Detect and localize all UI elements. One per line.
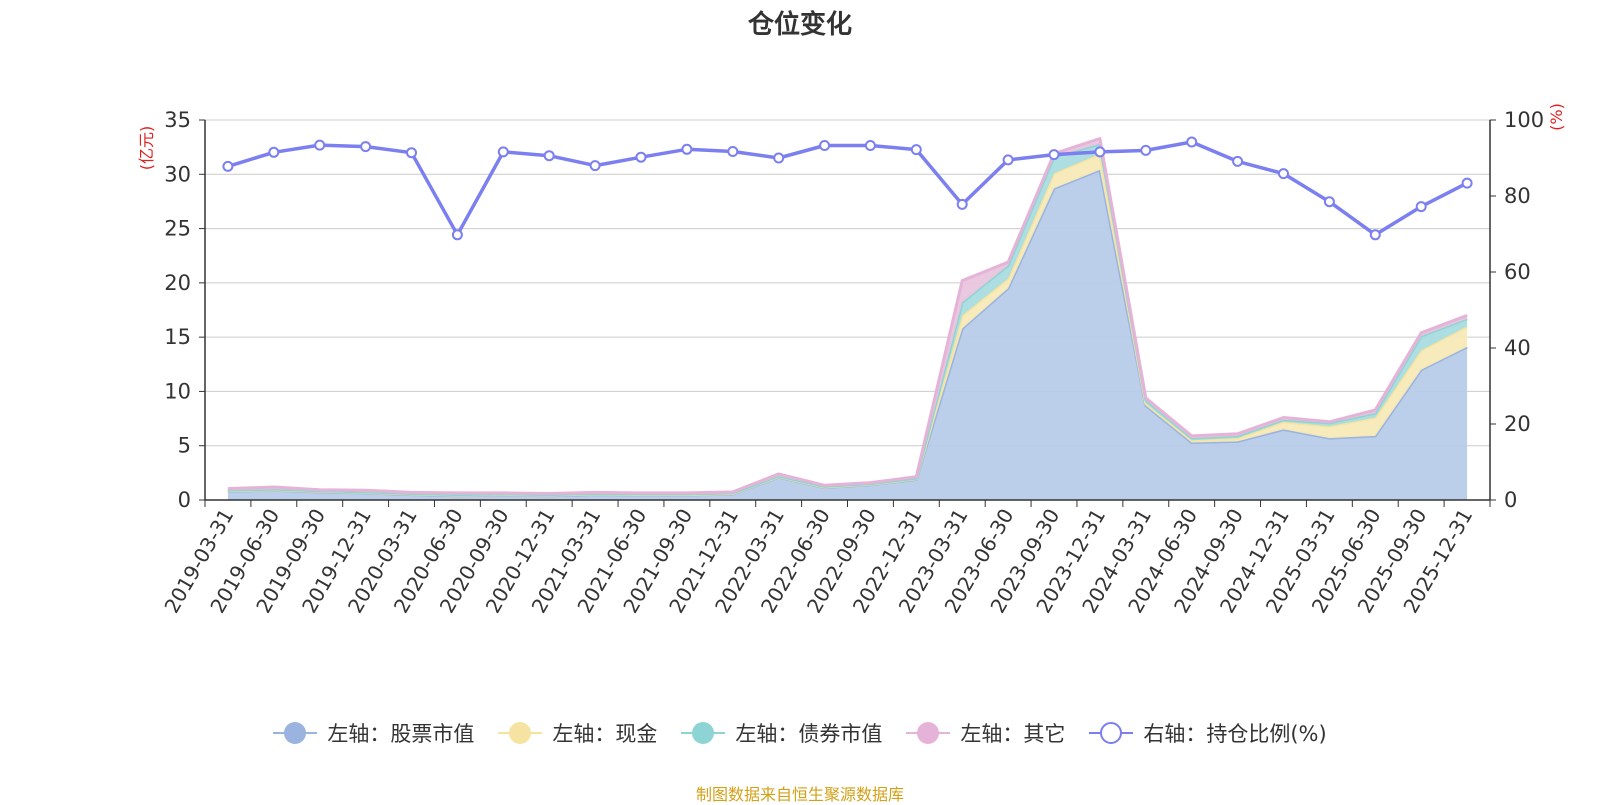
- right-axis-tick-label: 60: [1504, 260, 1531, 284]
- area-series-edge-3: [227, 137, 1468, 495]
- ratio-point: [727, 146, 739, 157]
- left-axis-unit: (亿元): [137, 126, 156, 171]
- left-axis-tick-label: 20: [164, 271, 191, 295]
- ratio-point: [1002, 154, 1014, 166]
- left-axis-tick-label: 35: [164, 108, 191, 132]
- area-layer: [227, 137, 1468, 500]
- ratio-point: [589, 160, 601, 172]
- ratio-point: [773, 152, 785, 164]
- left-axis-tick-label: 10: [164, 379, 191, 403]
- ratio-point: [910, 144, 922, 156]
- left-axis-tick-label: 25: [164, 217, 191, 241]
- ratio-point: [1369, 229, 1381, 241]
- legend-marker-icon: [1089, 721, 1134, 745]
- legend-label: 左轴：现金: [552, 722, 658, 746]
- legend-marker-icon: [906, 721, 951, 745]
- ratio-point: [1461, 177, 1473, 189]
- legend-item[interactable]: 右轴：持仓比例(%): [1089, 718, 1327, 748]
- ratio-point: [864, 140, 876, 151]
- legend-item[interactable]: 左轴：债券市值: [681, 718, 882, 748]
- ratio-point: [406, 147, 417, 159]
- ratio-point: [1278, 168, 1289, 180]
- line-layer: [222, 136, 1473, 241]
- chart-title: 仓位变化: [747, 10, 852, 40]
- axis-layer: 051015202530350204060801002019-03-312019…: [137, 103, 1566, 617]
- legend-label: 右轴：持仓比例(%): [1143, 722, 1327, 746]
- right-axis-tick-label: 40: [1504, 336, 1531, 360]
- right-axis-unit: (%): [1547, 103, 1566, 131]
- ratio-point: [314, 139, 326, 151]
- legend-label: 左轴：其它: [960, 722, 1066, 746]
- ratio-point: [451, 229, 463, 241]
- legend-marker-icon: [681, 721, 726, 745]
- right-axis-tick-label: 80: [1504, 184, 1531, 208]
- ratio-point: [222, 160, 234, 172]
- ratio-point: [1232, 155, 1244, 167]
- ratio-point: [1323, 196, 1335, 208]
- left-axis-tick-label: 15: [164, 325, 191, 349]
- legend-item[interactable]: 左轴：现金: [498, 718, 657, 748]
- ratio-point: [1186, 136, 1198, 148]
- ratio-point: [1094, 146, 1106, 158]
- legend-item[interactable]: 左轴：股票市值: [273, 718, 474, 748]
- left-axis-tick-label: 5: [178, 434, 191, 458]
- legend-marker-icon: [498, 721, 543, 745]
- ratio-point: [1415, 201, 1427, 213]
- ratio-point: [681, 143, 693, 155]
- right-axis-tick-label: 20: [1504, 412, 1531, 436]
- legend-label: 左轴：股票市值: [327, 722, 475, 746]
- ratio-point: [1048, 149, 1060, 161]
- ratio-point: [819, 140, 831, 151]
- ratio-point: [497, 146, 509, 158]
- ratio-point: [360, 141, 372, 153]
- area-series-0: [227, 169, 1468, 500]
- legend-marker-icon: [273, 721, 318, 745]
- grid-layer: [205, 119, 1490, 447]
- left-axis-tick-label: 0: [178, 488, 191, 512]
- legend-item[interactable]: 左轴：其它: [906, 718, 1065, 748]
- ratio-point: [635, 151, 647, 163]
- chart-legend: 左轴：股票市值 左轴：现金 左轴：债券市值 左轴：其它 右轴：持仓比例(%): [0, 718, 1600, 748]
- ratio-line: [227, 140, 1468, 237]
- ratio-point: [543, 150, 555, 162]
- ratio-point: [1140, 144, 1152, 156]
- left-axis-tick-label: 30: [164, 162, 191, 186]
- right-axis-tick-label: 0: [1504, 488, 1517, 512]
- ratio-point: [268, 146, 280, 158]
- ratio-point: [956, 198, 968, 210]
- legend-label: 左轴：债券市值: [735, 722, 883, 746]
- right-axis-tick-label: 100: [1504, 108, 1544, 132]
- source-note: 制图数据来自恒生聚源数据库: [695, 785, 904, 804]
